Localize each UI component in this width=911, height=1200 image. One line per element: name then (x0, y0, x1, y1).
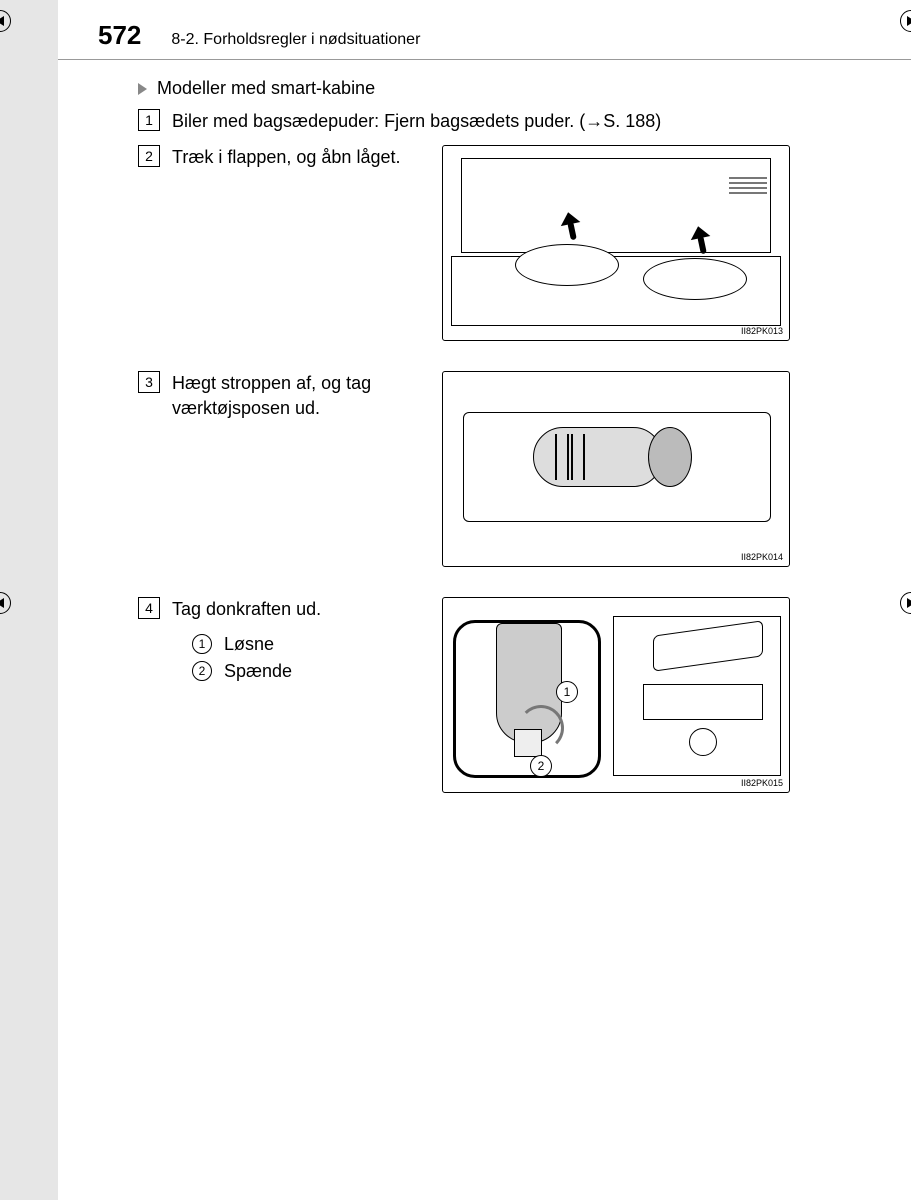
step-text: Biler med bagsædepuder: Fjern bagsædets … (172, 109, 661, 133)
step-number-box: 4 (138, 597, 160, 619)
step-text: Hægt stroppen af, og tag værktøjsposen u… (172, 371, 428, 420)
triangle-bullet-icon (138, 83, 147, 95)
figure-step-2: II82PK013 (442, 145, 790, 341)
figure-step-3: II82PK014 (442, 371, 790, 567)
figure-code: II82PK014 (741, 552, 783, 562)
page-content: 572 8-2. Forholdsregler i nødsituationer… (58, 0, 911, 823)
body: Modeller med smart-kabine 1 Biler med ba… (58, 60, 911, 793)
step-4: 4 Tag donkraften ud. 1 Løsne 2 Spænde (138, 597, 911, 793)
step-text: Træk i flappen, og åbn låget. (172, 145, 400, 169)
sub-item-text: Løsne (224, 634, 274, 655)
callout-label-icon: 1 (556, 681, 578, 703)
figure-code: II82PK013 (741, 326, 783, 336)
step-number-box: 3 (138, 371, 160, 393)
step-number-box: 1 (138, 109, 160, 131)
step-text-column: 4 Tag donkraften ud. 1 Løsne 2 Spænde (138, 597, 428, 687)
callout-box: 1 2 (453, 620, 601, 778)
step-number-box: 2 (138, 145, 160, 167)
step-text-column: 2 Træk i flappen, og åbn låget. (138, 145, 428, 181)
step-2: 2 Træk i flappen, og åbn låget. II82PK01… (138, 145, 911, 341)
sub-item: 2 Spænde (192, 661, 428, 682)
rotation-arrow-icon (518, 705, 564, 751)
figure-code: II82PK015 (741, 778, 783, 788)
circled-number-icon: 1 (192, 634, 212, 654)
callout-label-icon: 2 (530, 755, 552, 777)
sub-list: 1 Løsne 2 Spænde (192, 634, 428, 682)
figure-step-4: 1 2 II82PK015 (442, 597, 790, 793)
step-3: 3 Hægt stroppen af, og tag værktøjsposen… (138, 371, 911, 567)
circled-number-icon: 2 (192, 661, 212, 681)
section-title: 8-2. Forholdsregler i nødsituationer (171, 31, 420, 49)
sub-item-text: Spænde (224, 661, 292, 682)
step-text-column: 3 Hægt stroppen af, og tag værktøjsposen… (138, 371, 428, 432)
page-number: 572 (98, 20, 141, 51)
page-header: 572 8-2. Forholdsregler i nødsituationer (58, 0, 911, 60)
sub-item: 1 Løsne (192, 634, 428, 655)
subtitle: Modeller med smart-kabine (157, 78, 375, 99)
step-text: Tag donkraften ud. (172, 597, 321, 621)
step-1: 1 Biler med bagsædepuder: Fjern bagsædet… (138, 109, 911, 133)
subtitle-row: Modeller med smart-kabine (138, 78, 911, 99)
